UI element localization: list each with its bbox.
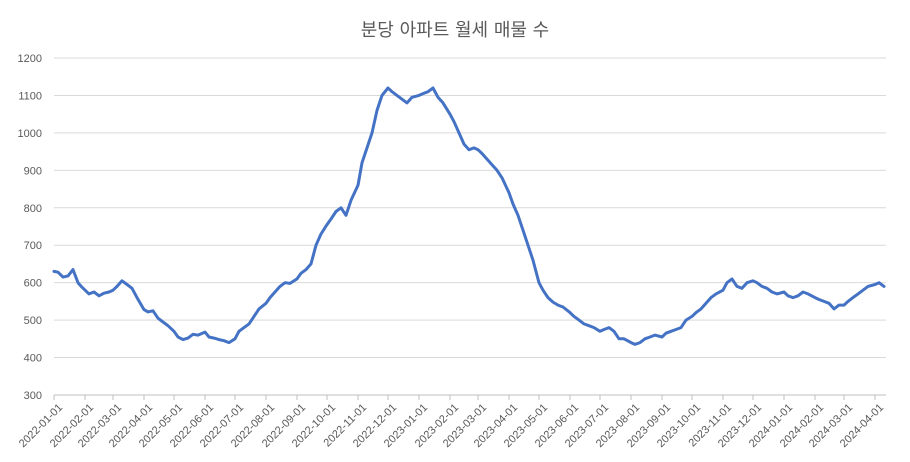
y-tick-label: 1100 (18, 90, 42, 102)
y-tick-label: 900 (24, 165, 42, 177)
y-tick-label: 300 (24, 390, 42, 402)
y-tick-label: 800 (24, 203, 42, 215)
chart-title: 분당 아파트 월세 매물 수 (361, 20, 550, 41)
y-axis-ticks: 300 400 500 600 700 800 900 1000 1100 1200 (18, 53, 42, 402)
y-tick-label: 500 (24, 315, 42, 327)
series-layer (52, 86, 886, 346)
x-axis-ticks: 2022-01-012022-02-012022-03-012022-04-01… (17, 395, 886, 450)
y-tick-label: 600 (24, 278, 42, 290)
gridlines (54, 57, 886, 396)
y-tick-label: 400 (24, 353, 42, 365)
series-line-0 (52, 86, 886, 346)
y-tick-label: 1200 (18, 53, 42, 65)
y-tick-label: 1000 (18, 128, 42, 140)
y-tick-label: 700 (24, 240, 42, 252)
